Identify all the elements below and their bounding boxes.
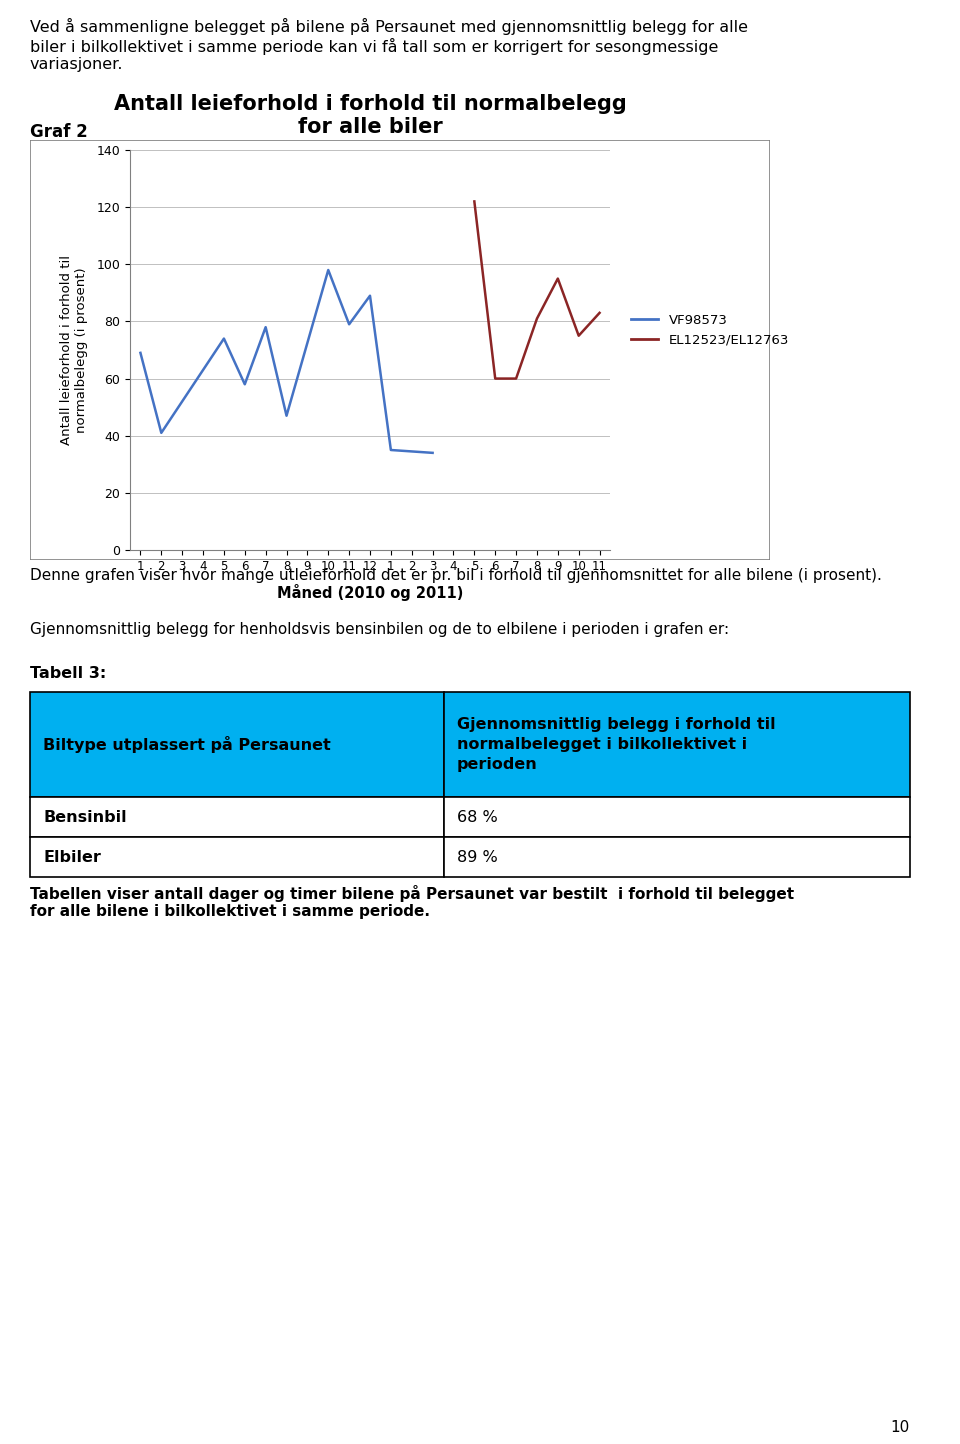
Line: VF98573: VF98573 (140, 270, 433, 453)
Text: Tabellen viser antall dager og timer bilene på Persaunet var bestilt  i forhold : Tabellen viser antall dager og timer bil… (30, 885, 794, 920)
Legend: VF98573, EL12523/EL12763: VF98573, EL12523/EL12763 (626, 309, 794, 351)
EL12523/EL12763 (573, 326, 585, 344)
Title: Antall leieforhold i forhold til normalbelegg
for alle biler: Antall leieforhold i forhold til normalb… (113, 94, 626, 137)
Text: Gjennomsnittlig belegg i forhold til
normalbelegget i bilkollektivet i
perioden: Gjennomsnittlig belegg i forhold til nor… (457, 718, 776, 773)
VF98573 (344, 316, 355, 334)
Text: Graf 2: Graf 2 (30, 123, 87, 142)
VF98573 (134, 344, 146, 361)
EL12523/EL12763 (511, 370, 522, 387)
EL12523/EL12763 (552, 270, 564, 287)
Text: Ved å sammenligne belegget på bilene på Persaunet med gjennomsnittlig belegg for: Ved å sammenligne belegget på bilene på … (30, 17, 748, 72)
Line: EL12523/EL12763: EL12523/EL12763 (474, 201, 600, 378)
VF98573 (218, 329, 229, 347)
VF98573 (364, 287, 375, 305)
Text: Gjennomsnittlig belegg for henholdsvis bensinbilen og de to elbilene i perioden : Gjennomsnittlig belegg for henholdsvis b… (30, 622, 730, 637)
VF98573 (427, 445, 439, 462)
VF98573 (260, 319, 272, 336)
Bar (30, 797, 444, 838)
VF98573 (323, 261, 334, 279)
X-axis label: Måned (2010 og 2011): Måned (2010 og 2011) (276, 583, 463, 601)
Text: Elbiler: Elbiler (43, 849, 101, 865)
VF98573 (239, 375, 251, 393)
Bar (30, 692, 444, 797)
EL12523/EL12763 (468, 192, 480, 209)
Text: Bensinbil: Bensinbil (43, 810, 127, 825)
Text: Tabell 3:: Tabell 3: (30, 667, 107, 682)
Text: 89 %: 89 % (457, 849, 497, 865)
Bar (30, 838, 444, 877)
EL12523/EL12763 (490, 370, 501, 387)
VF98573 (385, 442, 396, 459)
Text: 10: 10 (890, 1419, 910, 1435)
EL12523/EL12763 (594, 305, 606, 322)
VF98573 (156, 425, 167, 442)
Y-axis label: Antall leieforhold i forhold til
normalbelegg (i prosent): Antall leieforhold i forhold til normalb… (60, 256, 88, 445)
Bar (444, 838, 910, 877)
Text: Denne grafen viser hvor mange utleieforhold det er pr. bil i forhold til gjennom: Denne grafen viser hvor mange utleieforh… (30, 567, 882, 583)
VF98573 (280, 407, 292, 425)
Text: Biltype utplassert på Persaunet: Biltype utplassert på Persaunet (43, 736, 331, 754)
Bar (444, 692, 910, 797)
EL12523/EL12763 (531, 310, 542, 328)
Bar (444, 797, 910, 838)
Text: 68 %: 68 % (457, 810, 497, 825)
